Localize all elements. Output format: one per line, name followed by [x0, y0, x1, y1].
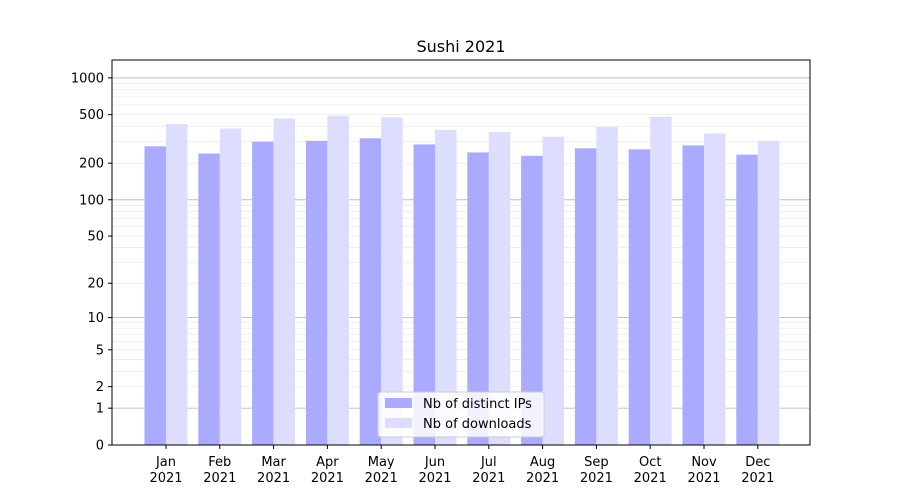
x-tick-label-year: 2021	[365, 471, 398, 486]
x-tick-label-year: 2021	[257, 471, 290, 486]
x-tick-label-month: Jun	[424, 455, 445, 470]
legend: Nb of distinct IPs Nb of downloads	[377, 391, 545, 438]
bar-distinct-ips-jun	[413, 144, 435, 445]
x-tick-label-year: 2021	[149, 471, 182, 486]
x-tick-label-year: 2021	[687, 471, 720, 486]
x-tick-label-year: 2021	[311, 471, 344, 486]
bar-downloads-nov	[704, 133, 726, 445]
plot-frame	[111, 59, 811, 446]
x-tick-label-month: Dec	[745, 455, 770, 470]
bar-downloads-mar	[273, 118, 296, 445]
legend-label: Nb of downloads	[423, 417, 532, 432]
x-tick-label-month: Aug	[530, 455, 555, 470]
bar-distinct-ips-sep	[574, 148, 597, 445]
bar-downloads-aug	[542, 136, 565, 446]
x-tick-label-year: 2021	[472, 471, 505, 486]
x-tick-label-year: 2021	[203, 471, 236, 486]
x-axis: Jan2021Feb2021Mar2021Apr2021May2021Jun20…	[149, 445, 774, 486]
bar-downloads-dec	[757, 140, 780, 445]
x-tick-label-month: Sep	[584, 455, 609, 470]
x-tick-label-month: Mar	[261, 455, 286, 470]
bar-downloads-may	[381, 117, 403, 445]
x-tick-label-month: May	[368, 455, 395, 470]
y-tick-label: 1	[96, 402, 104, 417]
bar-downloads-jun	[435, 129, 457, 446]
bar-distinct-ips-oct	[628, 149, 651, 445]
y-tick-label: 200	[79, 157, 104, 172]
x-tick-label-year: 2021	[634, 471, 667, 486]
y-tick-label: 10	[87, 311, 104, 326]
chart-title: Sushi 2021	[416, 37, 505, 56]
bar-downloads-feb	[219, 128, 242, 446]
bar-downloads-jan	[166, 123, 188, 445]
x-tick-label-year: 2021	[418, 471, 451, 486]
y-axis: 0 1 2 5 10 20 50 100 200 500 1000	[71, 71, 112, 454]
bars	[144, 115, 780, 446]
y-tick-label: 0	[96, 439, 104, 454]
bar-distinct-ips-aug	[521, 155, 543, 446]
bar-distinct-ips-nov	[682, 145, 704, 445]
x-tick-label-year: 2021	[741, 471, 774, 486]
x-tick-label-year: 2021	[580, 471, 613, 486]
x-tick-label-month: Nov	[691, 455, 717, 470]
y-tick-label: 1000	[71, 71, 104, 86]
bar-distinct-ips-mar	[252, 141, 274, 445]
bar-downloads-sep	[596, 127, 618, 446]
y-tick-label: 50	[87, 230, 104, 245]
x-tick-label-year: 2021	[526, 471, 559, 486]
x-tick-label-month: Feb	[208, 455, 231, 470]
y-tick-label: 5	[96, 343, 104, 358]
y-tick-label: 500	[79, 108, 104, 123]
legend-label: Nb of distinct IPs	[423, 397, 532, 412]
y-tick-label: 100	[79, 193, 104, 208]
x-tick-label-month: Oct	[639, 455, 661, 470]
bar-downloads-oct	[650, 116, 672, 446]
x-tick-label-month: Jan	[155, 455, 176, 470]
bar-downloads-apr	[327, 115, 349, 445]
bar-distinct-ips-may	[359, 138, 382, 445]
bar-distinct-ips-dec	[736, 154, 758, 445]
bar-distinct-ips-jan	[144, 146, 166, 445]
y-tick-label: 20	[87, 277, 104, 292]
legend-swatch	[385, 398, 412, 408]
x-tick-label-month: Apr	[316, 455, 339, 470]
x-tick-label-month: Jul	[480, 455, 497, 470]
legend-swatch	[385, 418, 412, 428]
bar-downloads-jul	[488, 132, 511, 445]
legend-box	[377, 391, 545, 438]
bar-distinct-ips-jul	[467, 152, 489, 445]
bar-distinct-ips-feb	[198, 153, 220, 445]
bar-distinct-ips-apr	[305, 140, 328, 445]
y-tick-label: 2	[96, 380, 104, 395]
